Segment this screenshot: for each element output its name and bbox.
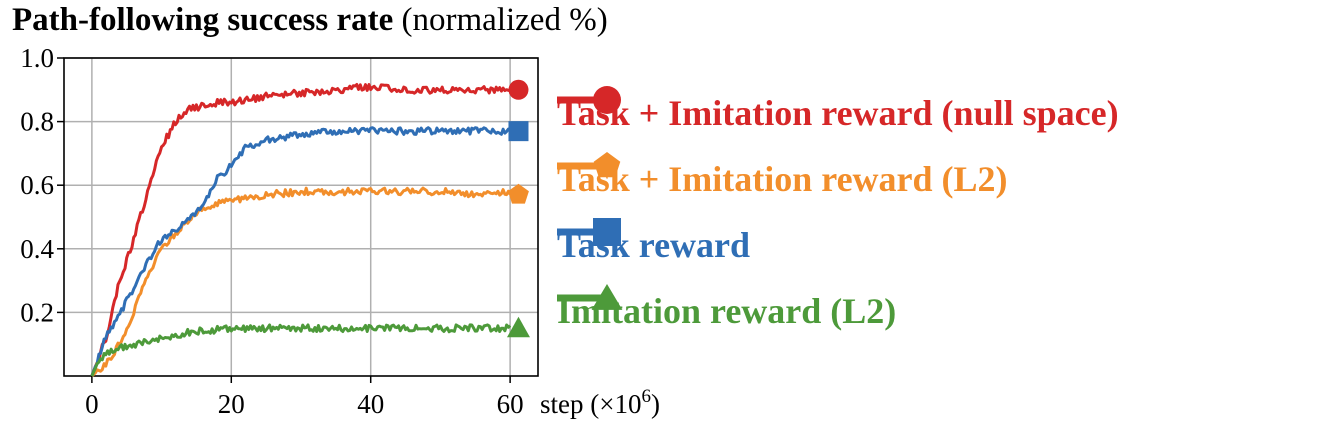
series-end-marker-2	[508, 183, 529, 204]
y-tick-label: 0.8	[20, 107, 54, 137]
x-tick-label: 20	[218, 389, 245, 419]
legend-square-swatch-icon	[557, 218, 621, 246]
chart-title: Path-following success rate (normalized …	[12, 2, 608, 39]
legend-label: Task + Imitation reward (L2)	[557, 159, 1008, 199]
x-tick-label: 0	[85, 389, 99, 419]
series-line-3	[90, 126, 511, 377]
legend-item: Imitation reward (L2)	[555, 278, 1119, 344]
legend-label: Task + Imitation reward (null space)	[557, 93, 1119, 133]
legend-item: Task reward	[555, 212, 1119, 278]
y-tick-label: 1.0	[20, 43, 54, 73]
legend-circle-swatch-icon	[557, 86, 621, 114]
legend-marker-swatch	[593, 86, 621, 114]
series-line-4	[90, 323, 512, 377]
x-tick-label: 40	[357, 389, 384, 419]
y-tick-label: 0.2	[20, 297, 54, 327]
chart-title-normal: (normalized %)	[393, 2, 608, 38]
x-axis-label: step (×106)	[540, 386, 660, 419]
legend-marker-swatch	[591, 284, 623, 310]
y-tick-label: 0.4	[20, 234, 54, 264]
series-end-marker-4	[506, 316, 530, 338]
legend-triangle-swatch-icon	[557, 284, 623, 310]
series-end-marker-3	[508, 121, 529, 142]
series-line-2	[90, 186, 512, 378]
x-tick-label: 60	[497, 389, 524, 419]
chart-title-bold: Path-following success rate	[12, 2, 394, 38]
legend-marker-swatch	[593, 218, 621, 246]
legend-item: Task + Imitation reward (null space)	[555, 80, 1119, 146]
legend-pentagon-swatch-icon	[557, 152, 621, 178]
plot-frame	[63, 57, 539, 377]
legend: Task + Imitation reward (null space) Task…	[555, 80, 1119, 344]
y-tick-label: 0.6	[20, 170, 54, 200]
series-line-1	[90, 83, 511, 377]
legend-item: Task + Imitation reward (L2)	[555, 146, 1119, 212]
series-end-marker-1	[508, 79, 529, 100]
legend-marker-swatch	[593, 152, 621, 178]
